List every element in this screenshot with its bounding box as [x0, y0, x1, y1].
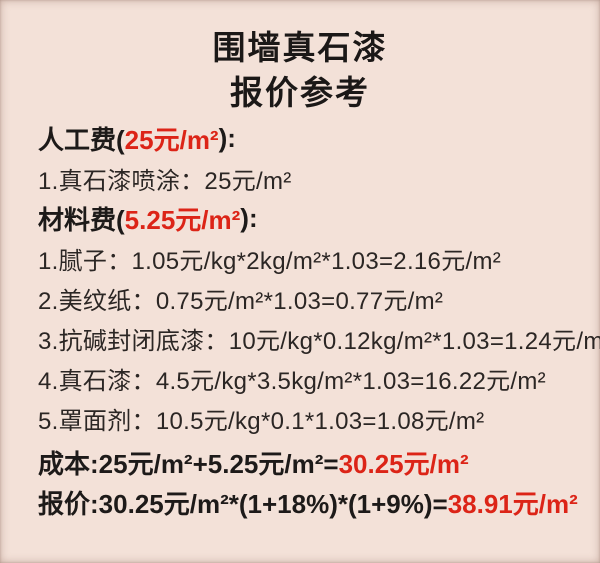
material-item-topcoat: 5.罩面剂：10.5元/kg*0.1*1.03=1.08元/m²: [38, 407, 485, 435]
material-cost-heading: 材料费(5.25元/m²):: [38, 198, 580, 238]
labor-cost-heading-post: ):: [218, 122, 236, 153]
labor-cost-heading-pre: 人工费(: [38, 124, 125, 155]
quote-content: 人工费(25元/m²): 1.真石漆喷涂：25元/m² 材料费(5.25元/m²…: [0, 115, 600, 522]
quote-label: 报价:: [38, 488, 99, 519]
page-title: 围墙真石漆 报价参考: [0, 0, 600, 115]
cost-formula: 25元/m²+5.25元/m²=: [98, 448, 339, 479]
quote-summary-line: 报价: 30.25元/m²*(1+18%)*(1+9%)= 38.91元/m²: [38, 482, 580, 522]
material-item-stone-paint: 4.真石漆：4.5元/kg*3.5kg/m²*1.03=16.22元/m²: [38, 367, 546, 395]
labor-cost-price: 25元/m²: [124, 124, 219, 155]
material-cost-heading-pre: 材料费(: [38, 204, 125, 235]
labor-cost-heading: 人工费(25元/m²):: [38, 118, 580, 158]
page-title-line1: 围墙真石漆: [212, 29, 388, 66]
cost-summary-line: 成本: 25元/m²+5.25元/m²= 30.25元/m²: [38, 442, 580, 482]
material-item-putty: 1.腻子：1.05元/kg*2kg/m²*1.03=2.16元/m²: [38, 247, 502, 275]
labor-item-spray: 1.真石漆喷涂：25元/m²: [38, 167, 292, 195]
cost-label: 成本:: [38, 448, 99, 479]
quote-formula: 30.25元/m²*(1+18%)*(1+9%)=: [98, 488, 448, 519]
material-cost-price: 5.25元/m²: [124, 204, 241, 235]
material-cost-heading-post: ):: [240, 202, 258, 233]
material-item-sealer-primer: 3.抗碱封闭底漆：10元/kg*0.12kg/m²*1.03=1.24元/m²: [38, 327, 600, 355]
page-title-line2: 报价参考: [230, 74, 370, 111]
quote-result: 38.91元/m²: [447, 488, 578, 519]
cost-result: 30.25元/m²: [338, 448, 469, 479]
material-item-masking-tape: 2.美纹纸：0.75元/m²*1.03=0.77元/m²: [38, 287, 444, 315]
